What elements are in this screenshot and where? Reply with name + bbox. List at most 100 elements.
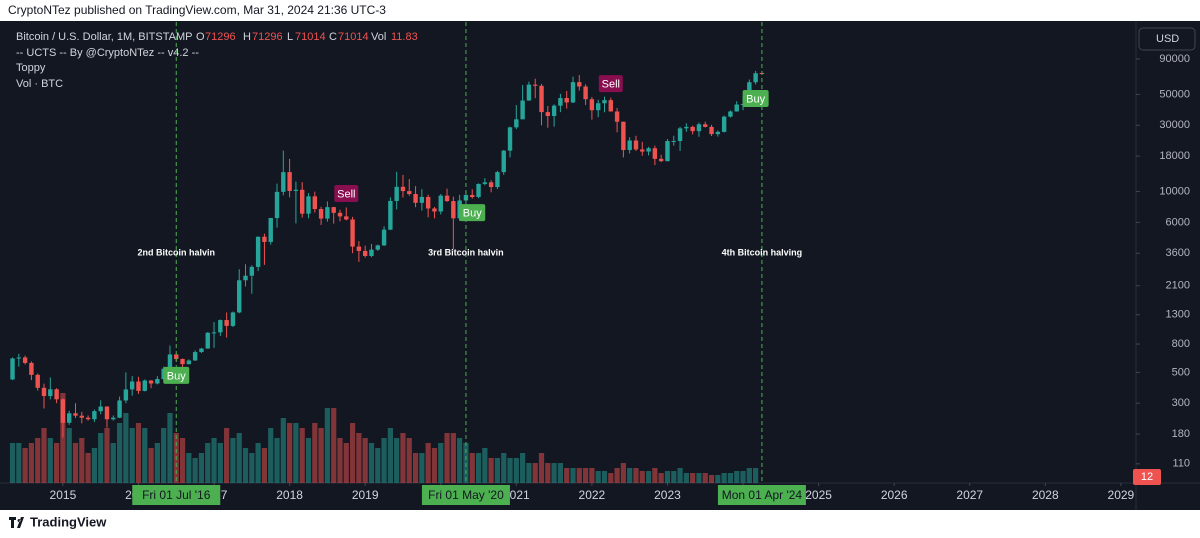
candle-body xyxy=(381,229,387,246)
volume-bar xyxy=(318,428,324,483)
volume-bar xyxy=(633,468,639,483)
candle-body xyxy=(274,191,280,219)
y-tick-label: 180 xyxy=(1172,428,1190,440)
candle-body xyxy=(218,320,223,333)
candle-body xyxy=(438,195,443,212)
halving-date-box xyxy=(132,485,221,505)
volume-bar xyxy=(110,443,116,483)
candle-body xyxy=(388,200,393,230)
x-tick-label: 2023 xyxy=(654,488,681,502)
indicator[interactable]: -- UCTS -- By @CryptoNTez -- v4.2 -- xyxy=(16,47,199,59)
volume-bar xyxy=(54,443,60,483)
volume-bar xyxy=(488,458,494,483)
volume-bar xyxy=(589,468,595,483)
candle-body xyxy=(312,196,318,210)
volume-bar xyxy=(142,428,148,483)
halving-label: 4th Bitcoin halving xyxy=(722,247,803,257)
signal-box xyxy=(459,204,486,222)
volume-bar xyxy=(217,443,223,483)
volume-bar xyxy=(72,443,79,483)
brand-logo xyxy=(9,517,24,528)
candle-body xyxy=(318,209,324,219)
indicator[interactable]: Toppy xyxy=(16,62,46,74)
candle-body xyxy=(539,85,544,113)
x-tick-label: 2019 xyxy=(352,488,379,502)
signal-box xyxy=(163,366,190,384)
volume-bar xyxy=(482,448,488,483)
candle-body xyxy=(48,389,53,397)
volume-bar xyxy=(324,408,330,483)
candle-body xyxy=(10,358,15,380)
candle-body xyxy=(652,148,658,159)
signal-label: Sell xyxy=(337,188,355,200)
volume-bar xyxy=(425,443,431,483)
buy-signal: Buy xyxy=(742,89,769,107)
candle-body xyxy=(558,98,563,106)
volume-bar xyxy=(211,438,217,483)
candle-body xyxy=(658,158,664,162)
x-tick-label: 2026 xyxy=(881,488,908,502)
volume-bar xyxy=(41,428,47,483)
signal-label: Buy xyxy=(746,93,765,105)
volume-bar xyxy=(104,428,110,483)
signal-label: Sell xyxy=(602,79,620,91)
last-volume-box xyxy=(1133,468,1161,485)
legend-volume-label: Vol xyxy=(371,31,386,43)
volume-bar xyxy=(627,468,633,483)
candle-body xyxy=(331,207,336,213)
volume-bar xyxy=(753,468,759,483)
candle-body xyxy=(123,389,129,401)
candle-body xyxy=(520,100,525,120)
volume-bar xyxy=(532,463,538,483)
candle-body xyxy=(243,275,248,281)
legend-close: 71014 xyxy=(338,31,369,43)
volume-bar xyxy=(444,433,450,483)
volume-bar xyxy=(337,438,343,483)
candle-body xyxy=(16,357,22,359)
volume-bar xyxy=(683,473,689,483)
candle-body xyxy=(268,218,273,242)
candle-body xyxy=(180,359,185,365)
volume-bar xyxy=(734,471,740,483)
candle-body xyxy=(684,126,689,129)
candle-body xyxy=(690,126,695,132)
x-tick-label: 2015 xyxy=(50,488,77,502)
candle-body xyxy=(167,354,173,369)
halving-date: Fri 01 May '20 xyxy=(428,488,504,502)
volume-bar xyxy=(91,448,97,483)
candle-body xyxy=(111,417,116,420)
candle-body xyxy=(255,236,261,267)
candle-body xyxy=(583,86,588,100)
x-tick-label: 2018 xyxy=(276,488,303,502)
candle-body xyxy=(444,195,450,202)
indicator[interactable]: Vol · BTC xyxy=(16,78,63,90)
volume-bar xyxy=(645,471,652,483)
volume-bar xyxy=(438,443,444,483)
y-tick-label: 110 xyxy=(1172,458,1190,470)
candle-body xyxy=(35,374,40,388)
volume-bar xyxy=(614,468,620,483)
candle-body xyxy=(29,362,34,375)
candle-body xyxy=(300,189,305,214)
volume-bar xyxy=(721,473,727,483)
candle-body xyxy=(665,141,670,162)
volume-bar xyxy=(312,423,318,483)
volume-bar xyxy=(658,473,664,483)
volume-bar xyxy=(16,443,22,483)
candle-body xyxy=(344,216,349,220)
currency-box[interactable] xyxy=(1138,27,1196,51)
volume-bar xyxy=(677,468,683,483)
candle-body xyxy=(696,124,702,132)
y-tick-label: 1300 xyxy=(1166,309,1190,321)
candle-body xyxy=(192,352,198,361)
candle-body xyxy=(54,389,59,400)
y-tick-label: 500 xyxy=(1172,366,1190,378)
candle-body xyxy=(224,320,229,326)
volume-bar xyxy=(702,473,708,483)
volume-bar xyxy=(708,475,715,483)
candle-body xyxy=(186,360,192,365)
candle-body xyxy=(375,245,380,250)
y-tick-label: 10000 xyxy=(1159,185,1190,197)
chart-title: Bitcoin / U.S. Dollar, 1M, BITSTAMP xyxy=(16,31,192,43)
